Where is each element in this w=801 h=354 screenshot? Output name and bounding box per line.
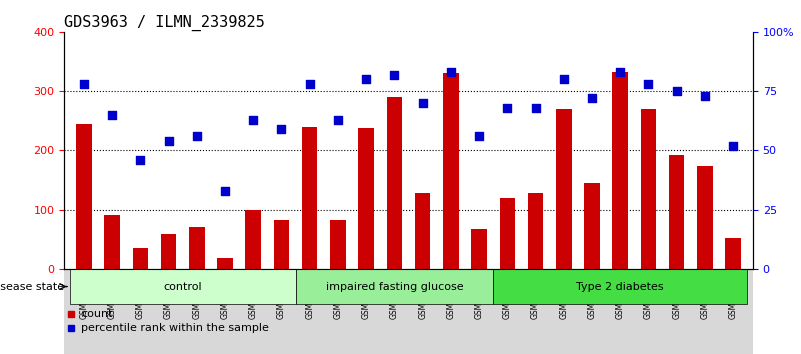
Point [586, 95, 598, 101]
Bar [500, 198, 515, 269]
Bar [584, 183, 600, 269]
Point [275, 126, 288, 132]
Point [501, 105, 513, 110]
FancyBboxPatch shape [296, 269, 493, 304]
Bar [613, 72, 628, 269]
Bar [415, 193, 430, 269]
Bar [358, 128, 374, 269]
Point [388, 72, 400, 77]
Bar [641, 109, 656, 269]
Bar [161, 234, 176, 269]
Point [557, 76, 570, 82]
Point [473, 133, 485, 139]
Text: percentile rank within the sample: percentile rank within the sample [82, 324, 269, 333]
Bar [189, 227, 204, 269]
Bar [64, 269, 753, 354]
FancyBboxPatch shape [70, 269, 296, 304]
Text: Type 2 diabetes: Type 2 diabetes [577, 281, 664, 292]
Bar [387, 97, 402, 269]
Point [191, 133, 203, 139]
Bar [443, 73, 459, 269]
Text: disease state: disease state [0, 281, 64, 292]
Bar [245, 210, 261, 269]
Text: GDS3963 / ILMN_2339825: GDS3963 / ILMN_2339825 [64, 14, 265, 30]
Point [529, 105, 542, 110]
Bar [697, 166, 713, 269]
Point [332, 117, 344, 122]
Point [304, 81, 316, 87]
Bar [302, 127, 317, 269]
Point [417, 100, 429, 106]
Point [134, 157, 147, 162]
Bar [556, 109, 572, 269]
Bar [217, 258, 233, 269]
Bar [274, 220, 289, 269]
Point [698, 93, 711, 99]
Text: count: count [82, 309, 113, 319]
Bar [528, 193, 543, 269]
Bar [471, 229, 487, 269]
Text: control: control [163, 281, 202, 292]
Point [78, 81, 91, 87]
Bar [132, 248, 148, 269]
Point [360, 76, 372, 82]
Point [614, 69, 626, 75]
Bar [104, 216, 120, 269]
Point [162, 138, 175, 144]
Bar [330, 220, 346, 269]
Bar [669, 155, 685, 269]
Point [727, 143, 739, 148]
Point [445, 69, 457, 75]
Point [247, 117, 260, 122]
Bar [76, 124, 91, 269]
Point [670, 88, 683, 94]
FancyBboxPatch shape [493, 269, 747, 304]
Point [219, 188, 231, 193]
Point [642, 81, 655, 87]
Point [106, 112, 119, 118]
Text: impaired fasting glucose: impaired fasting glucose [325, 281, 463, 292]
Bar [726, 238, 741, 269]
